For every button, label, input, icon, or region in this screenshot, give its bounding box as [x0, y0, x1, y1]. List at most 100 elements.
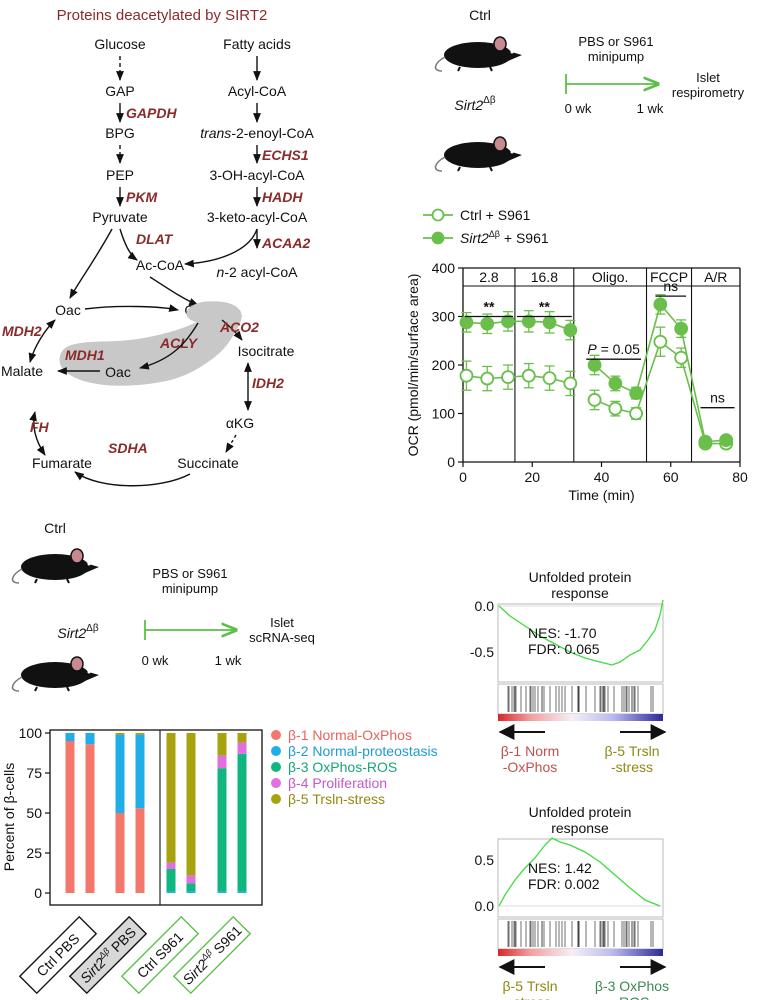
legend-marker [431, 231, 445, 245]
bar-segment [217, 891, 227, 893]
phase-label: 16.8 [531, 269, 558, 285]
phase-label: Oligo. [592, 269, 629, 285]
data-point [698, 434, 713, 449]
bar-segment [85, 744, 95, 893]
mouse-ctrl-icon-c [11, 548, 101, 584]
data-point [480, 371, 495, 386]
bar-plot-frame [49, 729, 263, 906]
gsea-frame [497, 838, 664, 918]
phase-label: A/R [704, 269, 727, 285]
data-point [608, 376, 623, 391]
y-axis-label: Percent of β-cells [1, 763, 17, 871]
gsea-title: response [551, 820, 609, 836]
bar-segment [166, 733, 176, 863]
x-tick-label: 0 [459, 469, 467, 485]
enzyme-aco2: ACO2 [219, 319, 259, 335]
enzyme-acaa2: ACAA2 [261, 235, 310, 251]
metabolite-pyruvate: Pyruvate [92, 209, 147, 225]
legend-entry: β-3 OxPhos-ROS [288, 759, 397, 775]
y-tick-label: 75 [26, 765, 42, 781]
data-point [719, 433, 734, 448]
metabolite-pep: PEP [106, 167, 134, 183]
metabolite-bpg: BPG [105, 125, 135, 141]
y-tick-label: 100 [432, 406, 456, 422]
data-point [542, 315, 557, 330]
enzyme-fh: FH [30, 419, 50, 435]
treatment-line2-c: minipump [162, 581, 218, 596]
ocr-legend: Ctrl + S961 Sirt2Δβ + S961 [423, 207, 549, 246]
x-axis-label: Time (min) [568, 487, 634, 503]
bar-segment [217, 768, 227, 892]
metabolite-acetyl-coa: Ac-CoA [136, 257, 185, 273]
data-point [653, 297, 668, 312]
x-tick-label: 60 [663, 469, 679, 485]
enzyme-gapdh: GAPDH [126, 105, 177, 121]
y-tick-label: 0 [34, 885, 42, 901]
legend-swatch [271, 762, 281, 772]
time-1wk-c: 1 wk [215, 653, 242, 668]
data-point [480, 316, 495, 331]
data-point [501, 370, 515, 385]
enzyme-acly: ACLY [159, 335, 199, 351]
time-0wk-c: 0 wk [142, 653, 169, 668]
pathway-title: Proteins deacetylated by SIRT2 [57, 7, 268, 24]
x-tick-label: 80 [732, 469, 748, 485]
gsea-right-label: β-3 OxPhos [595, 978, 669, 994]
legend-swatch [271, 778, 281, 788]
gsea-frame [497, 603, 664, 683]
bar-segment [115, 734, 125, 813]
readout-line1-c: Islet [270, 615, 294, 630]
legend-entry: β-2 Normal-proteostasis [288, 743, 438, 759]
mouse-ctrl-icon [434, 36, 523, 72]
bar-segment [135, 734, 145, 809]
data-point [587, 358, 602, 372]
series-line [635, 304, 662, 394]
gsea-fdr: FDR: 0.002 [528, 876, 600, 892]
data-point [459, 368, 474, 383]
gsea-nes: NES: -1.70 [528, 625, 597, 641]
gsea-y-tick: -0.5 [470, 644, 494, 660]
metabolite-oac: Oac [55, 302, 81, 318]
metabolite-fatty-acids: Fatty acids [223, 36, 291, 52]
enrichment-curve [498, 837, 661, 907]
legend-swatch [271, 794, 281, 804]
x-tick-label: 20 [524, 469, 540, 485]
bar-segment [186, 875, 196, 884]
metabolite-gap: GAP [105, 83, 135, 99]
phase-label: FCCP [650, 269, 688, 285]
legend-entry: β-4 Proliferation [288, 775, 387, 791]
gsea-title: Unfolded protein [529, 569, 632, 585]
bar-segment [65, 741, 75, 893]
data-point [521, 314, 536, 329]
data-point [521, 368, 536, 383]
gsea-nes: NES: 1.42 [528, 860, 592, 876]
gsea-title: response [551, 585, 609, 601]
gsea-y-tick: 0.0 [475, 898, 495, 914]
legend-entry: Ctrl + S961 [460, 207, 531, 223]
legend-swatch [271, 730, 281, 740]
enzyme-dlat: DLAT [136, 231, 174, 247]
enzyme-mdh1: MDH1 [65, 347, 105, 363]
legend-entry: β-5 Trsln-stress [288, 791, 385, 807]
readout-line2-b: respirometry [672, 85, 745, 100]
enzyme-idh2: IDH2 [252, 375, 284, 391]
treatment-line2-b: minipump [588, 49, 644, 64]
data-point [674, 321, 689, 336]
bar-segment [166, 891, 176, 893]
gsea-y-tick: 0.5 [475, 852, 495, 868]
gsea-y-tick: 0.0 [475, 598, 495, 614]
data-point [563, 323, 578, 337]
respirometry-schematic: Ctrl Sirt2Δβ PBS or S961 minipump Islet … [434, 7, 745, 172]
scrna-schematic: Ctrl Sirt2Δβ PBS or S961 minipump Islet … [11, 520, 315, 692]
data-point [542, 371, 557, 385]
metabolite-succinate: Succinate [177, 455, 239, 471]
treatment-line1-c: PBS or S961 [152, 566, 227, 581]
time-0wk-b: 0 wk [565, 101, 592, 116]
gsea-left-label: -OxPhos [503, 759, 557, 775]
bar-segment [115, 813, 125, 893]
ctrl-label-b: Ctrl [469, 7, 491, 23]
significance-label: ns [663, 278, 678, 294]
metabolite-malate: Malate [1, 363, 43, 379]
